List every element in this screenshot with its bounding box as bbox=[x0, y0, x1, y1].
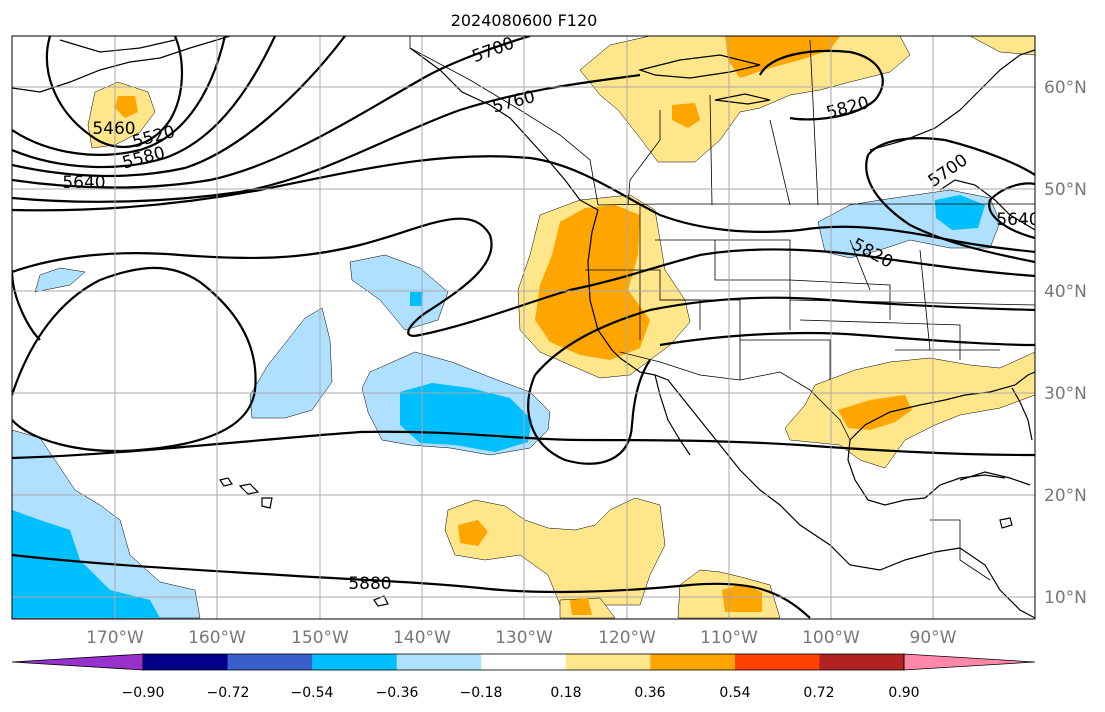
colorbar-segment bbox=[904, 654, 1035, 670]
colorbar-segment bbox=[650, 654, 736, 670]
colorbar-segment bbox=[312, 654, 398, 670]
colorbar-tick-label: 0.90 bbox=[888, 685, 919, 701]
gridlines bbox=[12, 36, 1035, 619]
colorbar-tick-label: 0.72 bbox=[803, 685, 834, 701]
colorbar-ticks: −0.90 −0.72 −0.54 −0.36 −0.18 0.18 0.36 … bbox=[122, 685, 920, 701]
lon-label: 170°W bbox=[86, 628, 144, 648]
map-frame bbox=[11, 35, 1036, 620]
height-contours bbox=[12, 36, 1035, 619]
figure-title: 2024080600 F120 bbox=[451, 11, 598, 30]
contour-label: 5640 bbox=[996, 210, 1039, 230]
lon-label: 110°W bbox=[700, 628, 758, 648]
colorbar-segment bbox=[565, 654, 651, 670]
map-content: 5460 5520 5580 5640 5700 5760 5820 5700 … bbox=[12, 36, 1039, 619]
longitude-labels: 170°W 160°W 150°W 140°W 130°W 120°W 110°… bbox=[86, 628, 957, 648]
colorbar-segment bbox=[819, 654, 905, 670]
colorbar-tick-label: −0.54 bbox=[291, 685, 334, 701]
lat-label: 30°N bbox=[1044, 384, 1087, 404]
contour-label: 5880 bbox=[348, 574, 391, 594]
colorbar-tick-label: −0.72 bbox=[207, 685, 250, 701]
lon-label: 160°W bbox=[188, 628, 246, 648]
colorbar: −0.90 −0.72 −0.54 −0.36 −0.18 0.18 0.36 … bbox=[11, 653, 1036, 701]
colorbar-tick-label: 0.54 bbox=[719, 685, 750, 701]
lon-label: 120°W bbox=[598, 628, 656, 648]
lon-label: 140°W bbox=[393, 628, 451, 648]
lat-label: 40°N bbox=[1044, 282, 1087, 302]
colorbar-tick-label: 0.36 bbox=[634, 685, 665, 701]
latitude-labels: 60°N 50°N 40°N 30°N 20°N 10°N bbox=[1044, 78, 1087, 608]
colorbar-tick-label: −0.90 bbox=[122, 685, 165, 701]
lat-label: 10°N bbox=[1044, 588, 1087, 608]
lon-label: 100°W bbox=[802, 628, 860, 648]
lon-label: 130°W bbox=[495, 628, 553, 648]
colorbar-segment bbox=[143, 654, 229, 670]
colorbar-frame bbox=[142, 653, 905, 671]
lat-label: 60°N bbox=[1044, 78, 1087, 98]
lat-label: 50°N bbox=[1044, 180, 1087, 200]
colorbar-segment bbox=[734, 654, 820, 670]
lon-label: 150°W bbox=[291, 628, 349, 648]
colorbar-tick-label: 0.18 bbox=[550, 685, 581, 701]
lat-label: 20°N bbox=[1044, 486, 1087, 506]
colorbar-segment bbox=[227, 654, 313, 670]
colorbar-segments bbox=[12, 654, 1035, 670]
colorbar-segment bbox=[12, 654, 143, 670]
colorbar-segment bbox=[396, 654, 482, 670]
colorbar-tick-label: −0.36 bbox=[376, 685, 419, 701]
colorbar-segment bbox=[481, 654, 567, 670]
contour-labels: 5460 5520 5580 5640 5700 5760 5820 5700 … bbox=[62, 36, 1039, 594]
contour-label: 5460 bbox=[92, 119, 135, 139]
lon-label: 90°W bbox=[910, 628, 957, 648]
colorbar-tick-label: −0.18 bbox=[460, 685, 503, 701]
contour-label: 5640 bbox=[62, 173, 105, 193]
